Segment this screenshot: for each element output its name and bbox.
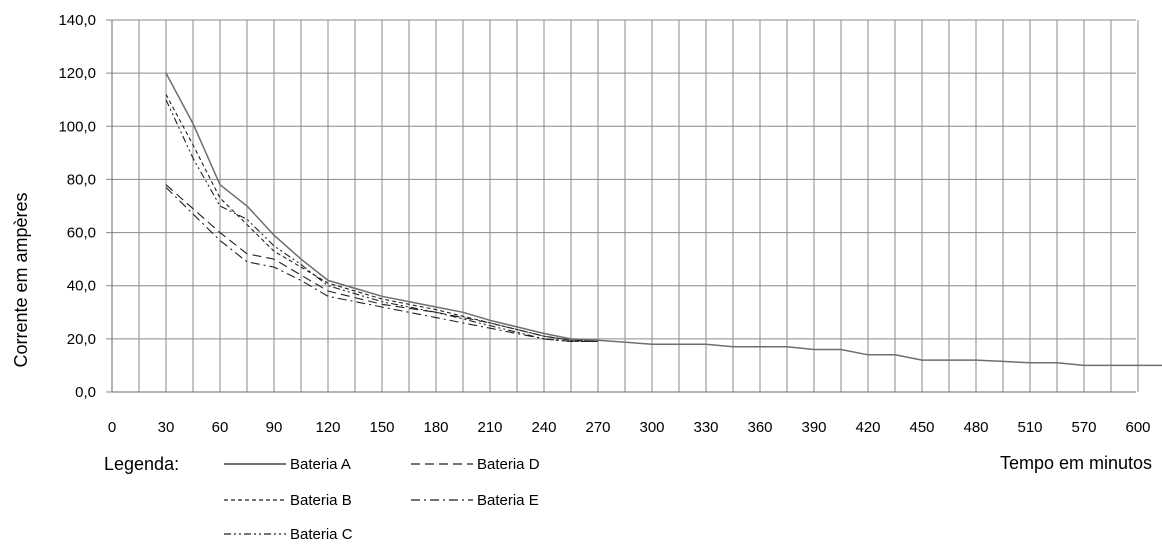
x-tick-label: 510 [1017,419,1042,436]
y-tick-label: 140,0 [58,12,96,29]
x-tick-label: 210 [477,419,502,436]
y-axis-title: Corrente em ampères [11,192,31,367]
x-tick-label: 180 [423,419,448,436]
x-tick-label: 120 [315,419,340,436]
x-tick-label: 480 [963,419,988,436]
y-tick-label: 40,0 [67,278,96,295]
x-tick-label: 90 [266,419,283,436]
legend-title: Legenda: [104,454,179,474]
series-line-bateria-b [165,94,599,343]
y-tick-label: 80,0 [67,171,96,188]
chart-grid [106,19,1139,393]
x-tick-label: 60 [212,419,229,436]
y-tick-label: 100,0 [58,118,96,135]
x-tick-label: 450 [909,419,934,436]
chart-series [165,72,1162,367]
x-tick-label: 330 [693,419,718,436]
y-tick-label: 0,0 [75,384,96,401]
legend: Bateria A Bateria B Bateria C Bateria D Bate… [224,456,540,543]
x-axis-title: Tempo em minutos [1000,453,1152,473]
x-tick-label: 390 [801,419,826,436]
y-tick-label: 120,0 [58,65,96,82]
y-tick-labels: 0,0 20,0 40,0 60,0 80,0 100,0 120,0 140,0 [58,12,96,401]
x-tick-label: 150 [369,419,394,436]
x-tick-label: 0 [108,419,116,436]
legend-label: Bateria B [290,492,352,509]
x-tick-label: 300 [639,419,664,436]
legend-label: Bateria D [477,456,540,473]
legend-label: Bateria C [290,526,353,543]
x-tick-label: 270 [585,419,610,436]
y-tick-label: 20,0 [67,331,96,348]
legend-label: Bateria A [290,456,351,473]
series-line-bateria-a [165,72,1162,367]
y-tick-label: 60,0 [67,225,96,242]
x-tick-label: 600 [1125,419,1150,436]
x-tick-label: 240 [531,419,556,436]
series-line-bateria-e [165,187,598,343]
x-tick-label: 420 [855,419,880,436]
legend-label: Bateria E [477,492,539,509]
series-line-bateria-d [165,184,599,343]
x-tick-labels: 0 30 60 90 120 150 180 210 240 270 300 330 360 390 420… [108,419,1151,436]
x-tick-label: 30 [158,419,175,436]
x-tick-label: 360 [747,419,772,436]
x-tick-label: 570 [1071,419,1096,436]
